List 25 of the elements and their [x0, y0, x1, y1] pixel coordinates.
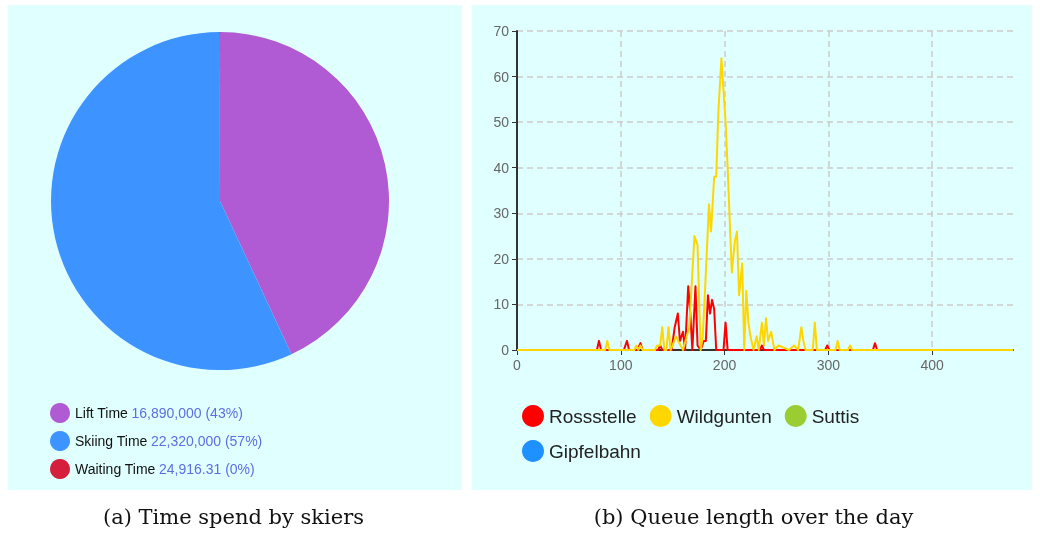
text: (b) Queue length over the day: [593, 504, 914, 529]
y-tick-label: 60: [493, 68, 510, 85]
x-tick-label: 0: [513, 357, 522, 373]
legend-label: Waiting Time: [75, 461, 156, 477]
legend-label: Rossstelle: [549, 405, 637, 427]
legend-label: Suttis: [811, 405, 860, 427]
y-tick-label: 20: [493, 250, 510, 267]
y-tick-label: 70: [493, 23, 510, 39]
y-tick-label: 10: [493, 296, 510, 313]
y-tick-label: 40: [493, 159, 510, 176]
x-tick-label: 400: [920, 357, 944, 373]
x-tick-label: 200: [712, 357, 737, 373]
legend-label: Wildgunten: [676, 405, 772, 427]
y-tick-label: 50: [493, 114, 510, 131]
data-label: 16,890,000 (43%): [131, 405, 243, 421]
x-tick-label: 300: [816, 357, 841, 373]
legend-label: Skiing Time: [75, 433, 148, 449]
y-tick-label: 0: [501, 342, 510, 358]
text: (a) Time spend by skiers: [102, 504, 365, 529]
legend-label: Gipfelbahn: [549, 440, 641, 462]
legend-label: Lift Time: [75, 405, 129, 421]
x-tick-label: 100: [609, 357, 633, 373]
data-label: 22,320,000 (57%): [150, 433, 263, 449]
data-label: 24,916.31 (0%): [158, 461, 255, 477]
y-tick-label: 30: [493, 205, 510, 222]
